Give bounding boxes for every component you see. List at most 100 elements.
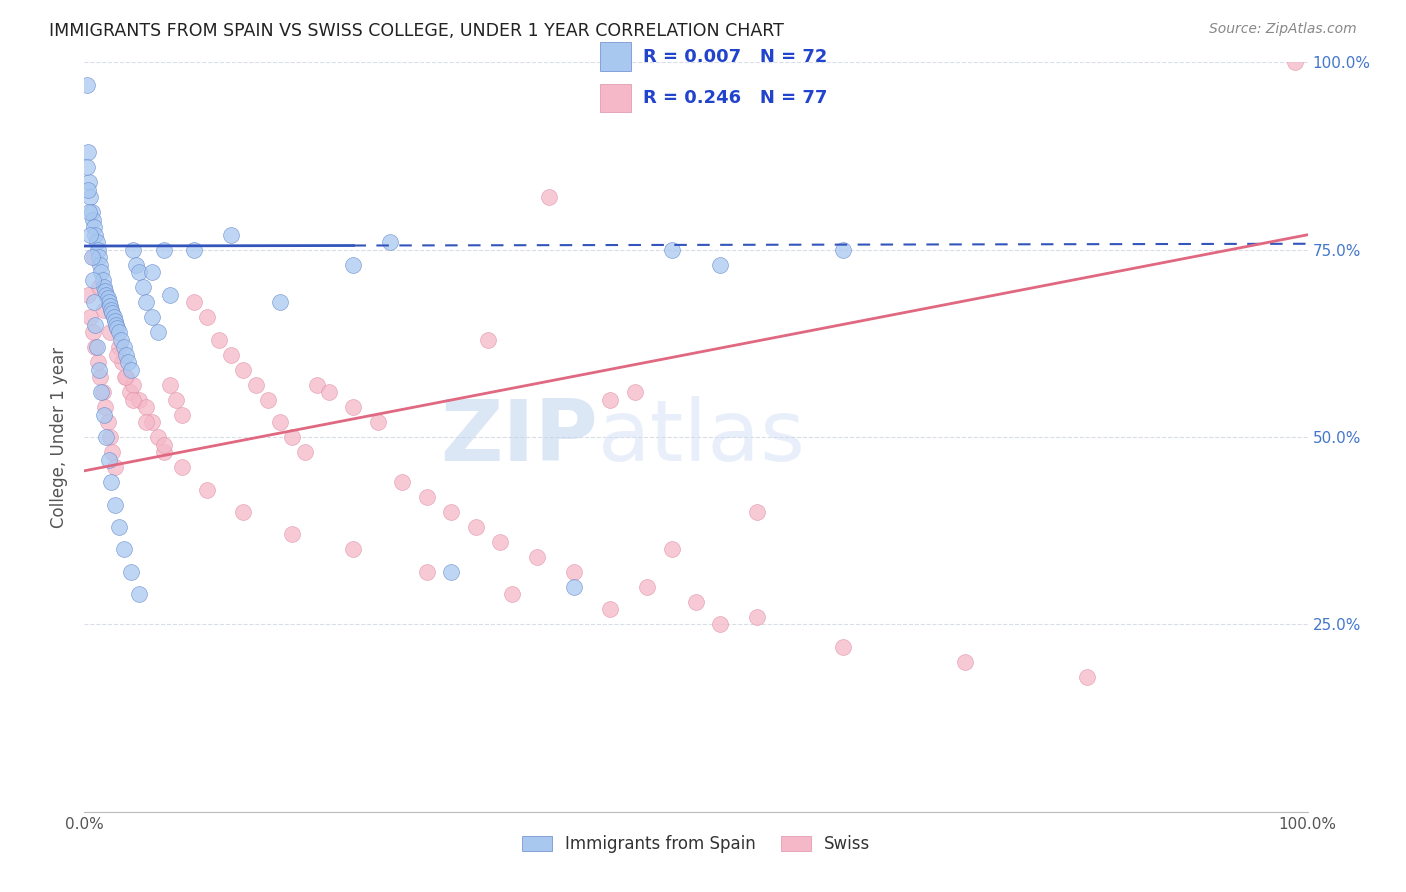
Point (831, 243, 853, 257)
Point (94, 284, 117, 298)
Point (132, 280, 155, 294)
Point (107, 325, 129, 339)
Point (709, 258, 731, 272)
Point (125, 258, 148, 272)
Point (562, 565, 585, 579)
Point (219, 348, 242, 362)
Point (135, 415, 157, 429)
Point (77, 287, 100, 301)
Point (84, 227, 107, 242)
Point (685, 595, 707, 609)
Point (562, 580, 585, 594)
Point (153, 243, 176, 257)
Point (83, 220, 105, 235)
Point (112, 542, 135, 557)
Point (77, 175, 100, 189)
Point (77, 145, 100, 160)
Point (128, 587, 150, 601)
Point (146, 325, 169, 339)
Point (97, 415, 120, 429)
Point (172, 408, 194, 422)
Point (380, 235, 402, 250)
Point (1076, 670, 1098, 684)
Point (159, 377, 181, 392)
Point (82, 273, 104, 287)
Point (103, 310, 125, 325)
Point (107, 520, 129, 534)
Point (101, 445, 124, 459)
Point (709, 617, 731, 632)
Point (77, 205, 100, 219)
Point (93, 408, 115, 422)
Point (91, 273, 114, 287)
Point (281, 430, 304, 444)
Point (97, 452, 120, 467)
Point (747, 505, 769, 519)
Point (76, 161, 98, 175)
Point (342, 400, 364, 414)
Point (117, 355, 139, 369)
Point (76, 78, 98, 92)
Point (232, 505, 254, 519)
Point (294, 445, 316, 459)
Point (416, 490, 439, 504)
Point (79, 227, 101, 242)
Point (128, 265, 150, 279)
Point (91, 385, 114, 400)
Point (624, 385, 647, 400)
Point (208, 333, 231, 347)
Point (135, 295, 157, 310)
Point (502, 587, 524, 601)
Point (83, 295, 105, 310)
Point (146, 430, 169, 444)
Point (96, 430, 118, 444)
Point (219, 227, 242, 242)
Point (87, 355, 110, 369)
Point (464, 520, 486, 534)
Point (141, 265, 163, 279)
Point (183, 295, 205, 310)
Point (195, 483, 218, 497)
Point (831, 640, 853, 654)
Point (97, 292, 120, 306)
Point (101, 306, 124, 320)
Point (599, 602, 621, 616)
Point (82, 325, 104, 339)
Point (105, 348, 128, 362)
Point (391, 475, 413, 489)
Text: Source: ZipAtlas.com: Source: ZipAtlas.com (1209, 22, 1357, 37)
Point (110, 333, 132, 347)
Point (232, 362, 254, 376)
Point (111, 355, 134, 369)
Point (98, 299, 121, 313)
Point (105, 318, 128, 332)
Text: ZIP: ZIP (440, 395, 598, 479)
Point (165, 392, 187, 407)
Point (89, 370, 111, 384)
Point (87, 362, 110, 376)
Point (122, 243, 145, 257)
Point (281, 527, 304, 541)
Point (747, 610, 769, 624)
Point (122, 392, 145, 407)
Point (269, 415, 291, 429)
Point (84, 340, 107, 354)
Point (114, 370, 136, 384)
Bar (600, 43, 631, 70)
Point (661, 243, 683, 257)
Point (489, 535, 512, 549)
Point (661, 542, 683, 557)
Text: R = 0.246   N = 77: R = 0.246 N = 77 (643, 88, 828, 107)
Point (159, 287, 181, 301)
Point (79, 190, 101, 204)
Point (526, 549, 548, 564)
Point (141, 310, 163, 325)
Y-axis label: College, Under 1 year: College, Under 1 year (51, 346, 69, 528)
Point (153, 445, 176, 459)
Point (94, 400, 117, 414)
Point (90, 385, 112, 400)
Point (195, 310, 218, 325)
Point (86, 340, 108, 354)
Bar (600, 84, 631, 112)
Point (98, 430, 121, 444)
